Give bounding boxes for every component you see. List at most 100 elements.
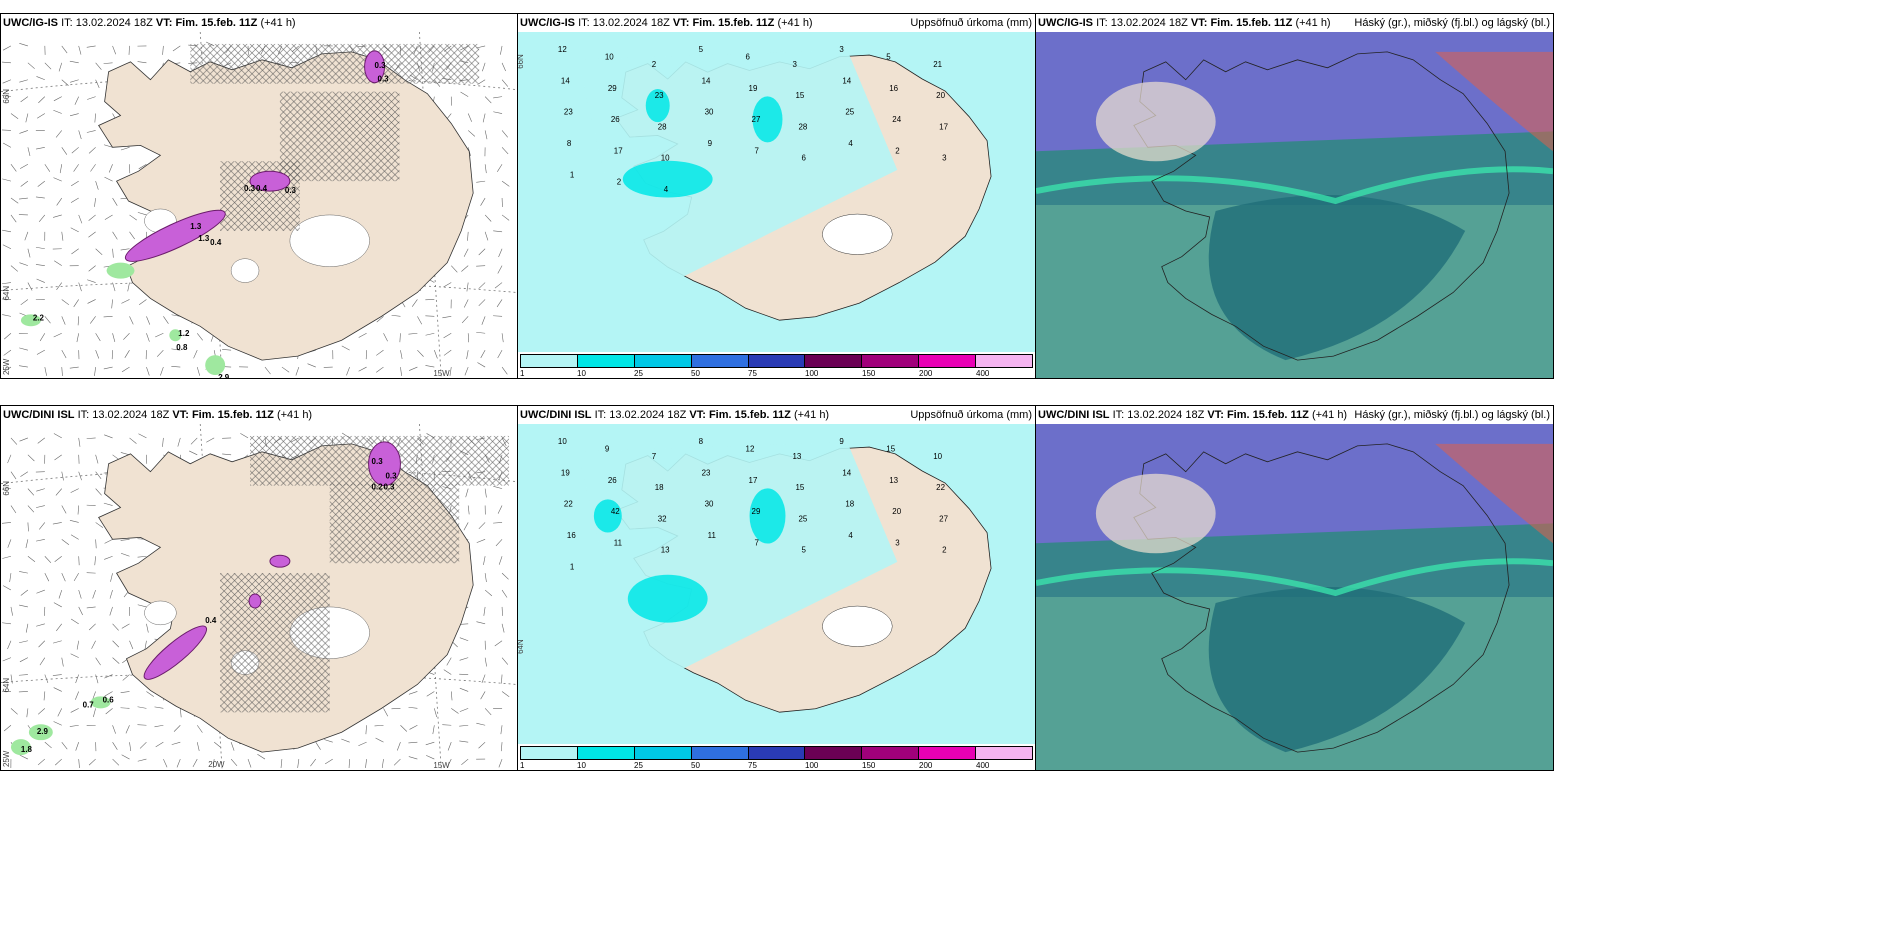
wind-barb	[478, 299, 486, 307]
wind-barb	[77, 316, 79, 326]
legend-tick: 50	[691, 761, 700, 770]
legend-tick: 400	[976, 761, 990, 770]
wind-barb	[129, 640, 134, 650]
wind-barb	[493, 315, 503, 317]
wind-barb	[127, 282, 130, 292]
precip-value: 7	[755, 146, 760, 155]
wind-barb	[78, 282, 82, 292]
wind-barb	[494, 282, 503, 289]
legend-tick: 400	[976, 369, 990, 378]
precip-area	[248, 593, 262, 609]
wind-barb	[78, 471, 82, 481]
wind-barb	[408, 756, 418, 760]
wind-barb	[95, 522, 104, 528]
wind-barb	[53, 640, 62, 644]
precip-value: 6	[746, 53, 751, 62]
wind-barb	[500, 45, 503, 55]
wind-barb	[2, 555, 12, 559]
precip-value: 3	[792, 60, 797, 69]
wind-barb	[501, 589, 508, 598]
wind-barb	[103, 316, 113, 318]
precip-area	[368, 441, 401, 487]
map-precip: 12 10 2 5 6 3 3 5 21 14 29 23 14 19 15 14 16 20 23 26 28 30 27…	[518, 32, 1035, 352]
wind-barb	[121, 623, 130, 629]
precip-area	[143, 625, 208, 680]
wind-barb	[500, 725, 503, 735]
value-label: 1.3	[198, 234, 210, 243]
wind-barb	[222, 348, 232, 351]
wind-barb	[70, 197, 79, 203]
wind-barb	[449, 367, 452, 376]
wind-barb	[280, 759, 283, 769]
wind-barb	[447, 742, 452, 751]
wind-barb	[2, 244, 12, 250]
wind-barb	[463, 299, 469, 308]
legend-tick: 100	[805, 761, 819, 770]
wind-barb	[374, 724, 384, 727]
wind-barb	[137, 724, 147, 726]
wind-barb	[104, 434, 113, 439]
wind-barb	[501, 130, 508, 138]
wind-barb	[138, 299, 147, 305]
precip-area	[752, 96, 783, 143]
wind-barb	[137, 212, 147, 216]
wind-barb	[3, 725, 12, 732]
wind-barb	[112, 282, 116, 292]
wind-barb	[257, 754, 266, 760]
wind-barb	[451, 708, 459, 714]
wind-barb	[104, 691, 113, 697]
wind-barb	[88, 265, 96, 272]
wind-barb	[59, 164, 63, 174]
wind-barb	[2, 178, 12, 182]
axis-label: 64N	[2, 286, 11, 301]
panel-precip-dini: UWC/DINI ISL IT: 13.02.2024 18Z VT: Fim.…	[517, 405, 1036, 771]
precip-value: 12	[746, 445, 755, 454]
wind-barb	[20, 96, 29, 103]
wind-barb	[498, 556, 503, 565]
wind-barb	[180, 708, 182, 718]
value-label: 1.3	[190, 222, 202, 231]
wind-barb	[37, 437, 46, 444]
wind-barb	[95, 471, 102, 479]
wind-barb	[88, 623, 96, 631]
wind-barb	[3, 366, 12, 373]
wind-barb	[112, 742, 118, 750]
axis-label: 64N	[518, 639, 525, 654]
wind-barb	[129, 437, 137, 444]
wind-barb	[121, 754, 130, 760]
wind-barb	[95, 79, 100, 88]
wind-barb	[484, 231, 489, 241]
wind-barb	[123, 333, 130, 340]
wind-barb	[393, 758, 401, 766]
value-label: 2.2	[33, 313, 45, 322]
value-label: 0.3	[386, 472, 398, 481]
axis-label: 25W	[2, 750, 11, 767]
wind-barb	[3, 585, 12, 591]
wind-barb	[146, 366, 150, 376]
wind-barb	[461, 316, 469, 324]
precip-value: 26	[608, 476, 617, 485]
wind-barb	[95, 539, 97, 549]
wind-barb	[57, 708, 63, 717]
wind-barb	[95, 248, 103, 256]
wind-barb	[376, 349, 384, 356]
low-cloud-layer	[1435, 443, 1553, 544]
wind-barb	[467, 130, 476, 137]
wind-barb	[92, 589, 96, 599]
wind-barb	[2, 229, 12, 233]
wind-barb	[160, 366, 164, 376]
wind-barb	[61, 231, 64, 241]
wind-barb	[88, 214, 96, 221]
wind-barb	[104, 539, 113, 544]
wind-barb	[18, 197, 28, 200]
wind-barb	[10, 471, 17, 480]
legend-tick: 75	[748, 369, 757, 378]
legend-swatch	[748, 355, 806, 367]
legend-tick: 10	[577, 761, 586, 770]
wind-barb	[90, 316, 96, 324]
precip-value: 28	[658, 122, 667, 131]
precip-value: 14	[561, 77, 570, 86]
precip-value: 9	[605, 445, 610, 454]
wind-barb	[212, 759, 215, 768]
precip-value: 3	[895, 538, 900, 547]
